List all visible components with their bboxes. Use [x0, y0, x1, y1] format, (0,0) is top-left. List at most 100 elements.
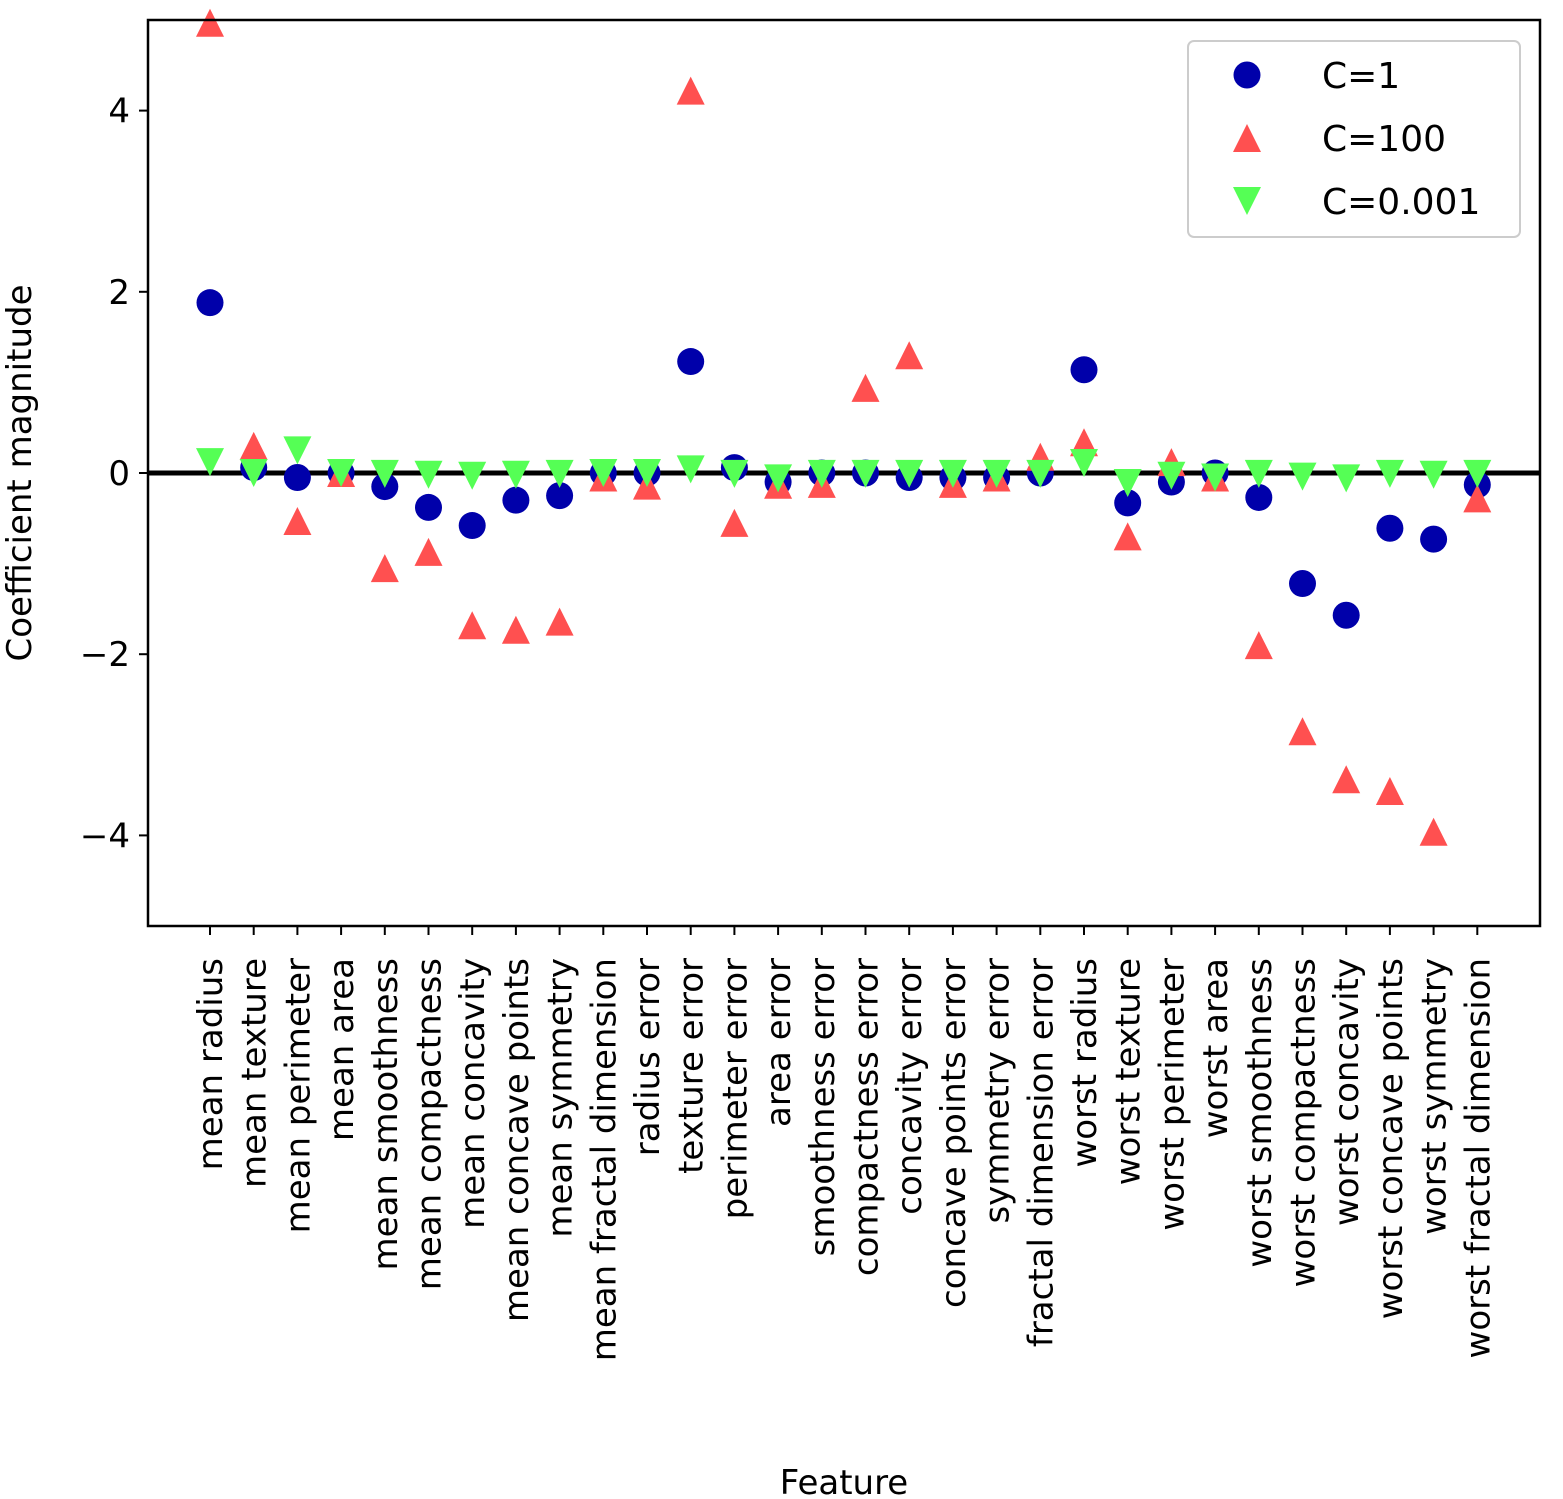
data-point — [1245, 483, 1273, 511]
data-point — [851, 373, 880, 402]
data-point — [1332, 765, 1361, 794]
data-point — [196, 448, 224, 477]
legend-marker — [1233, 124, 1261, 152]
data-point — [1157, 461, 1186, 490]
data-point — [1113, 468, 1142, 497]
data-point — [676, 455, 705, 484]
data-point — [1463, 459, 1492, 488]
x-tick-label: worst symmetry — [1415, 958, 1455, 1235]
x-tick-label: symmetry error — [978, 958, 1018, 1224]
data-marks — [196, 8, 1492, 846]
x-axis-title: Feature — [780, 1463, 908, 1499]
data-point — [1113, 522, 1142, 551]
data-point — [501, 460, 530, 489]
data-point — [807, 459, 836, 488]
series-C=0.001 — [196, 436, 1492, 497]
x-tick-label: mean radius — [191, 958, 231, 1170]
data-point — [982, 459, 1011, 488]
data-point — [1289, 570, 1316, 598]
data-point — [720, 508, 749, 537]
x-tick-label: mean perimeter — [278, 958, 318, 1233]
data-point — [764, 464, 793, 493]
data-point — [633, 459, 661, 487]
data-point — [1244, 631, 1273, 660]
data-point — [545, 607, 574, 636]
data-point — [370, 554, 399, 583]
x-tick-label: compactness error — [847, 958, 887, 1276]
data-point — [1332, 464, 1361, 493]
data-point — [895, 459, 924, 488]
legend-marker — [1233, 187, 1261, 215]
data-point — [1114, 489, 1142, 517]
legend-label: C=1 — [1322, 56, 1400, 97]
x-tick-label: fractal dimension error — [1021, 958, 1061, 1347]
x-tick-label: concave points error — [934, 958, 974, 1308]
x-tick-label: mean area — [322, 958, 362, 1141]
y-tick-label: 0 — [108, 454, 130, 494]
x-tick-label: worst area — [1196, 958, 1236, 1138]
y-tick-label: 4 — [108, 92, 130, 132]
data-point — [1070, 356, 1098, 384]
data-point — [676, 76, 705, 105]
data-point — [414, 537, 443, 566]
x-tick-label: mean smoothness — [366, 958, 406, 1270]
data-point — [677, 348, 705, 376]
data-point — [1376, 514, 1404, 542]
legend-label: C=100 — [1322, 119, 1446, 160]
data-point — [895, 341, 924, 370]
data-point — [370, 459, 399, 488]
data-point — [1244, 459, 1273, 488]
data-point — [283, 464, 311, 492]
legend-box — [1187, 40, 1521, 238]
x-tick-label: mean texture — [235, 958, 275, 1188]
legend-label: C=0.001 — [1322, 182, 1480, 223]
data-point — [1332, 601, 1360, 629]
data-point — [327, 459, 356, 487]
data-point — [458, 512, 486, 540]
x-tick-label: mean concavity — [453, 958, 493, 1229]
x-tick-label: smoothness error — [803, 958, 843, 1256]
x-tick-label: worst concavity — [1327, 958, 1367, 1226]
data-point — [1288, 717, 1317, 746]
x-tick-label: mean concave points — [497, 958, 537, 1322]
x-tick-label: worst texture — [1109, 958, 1149, 1185]
y-tick-label: −4 — [80, 816, 130, 856]
x-tick-label: texture error — [672, 958, 712, 1174]
data-point — [546, 482, 574, 510]
x-tick-label: worst radius — [1065, 958, 1105, 1168]
data-point — [458, 461, 487, 490]
x-tick-label: worst fractal dimension — [1458, 958, 1498, 1358]
data-point — [851, 459, 880, 488]
data-point — [1201, 463, 1230, 492]
x-axis: mean radius mean texture mean perimeter mea… — [191, 926, 1498, 1361]
data-point — [239, 459, 268, 487]
data-point — [1288, 462, 1317, 491]
x-tick-label: radius error — [628, 958, 668, 1156]
x-tick-label: worst concave points — [1371, 958, 1411, 1319]
data-point — [1419, 817, 1448, 846]
x-tick-label: mean fractal dimension — [584, 958, 624, 1361]
x-tick-label: worst smoothness — [1240, 958, 1280, 1268]
legend-marker — [1233, 61, 1261, 89]
x-tick-label: mean compactness — [410, 958, 450, 1290]
data-point — [1375, 777, 1404, 806]
data-point — [501, 615, 530, 644]
data-point — [239, 431, 268, 460]
data-point — [1070, 449, 1098, 478]
x-tick-label: worst perimeter — [1152, 958, 1192, 1231]
data-point — [1420, 525, 1448, 553]
data-point — [1419, 460, 1448, 489]
y-axis: 4 2 0 −2 −4 — [80, 92, 148, 856]
data-point — [283, 507, 312, 536]
data-point — [1375, 459, 1404, 488]
y-tick-label: 2 — [108, 273, 130, 313]
data-point — [545, 459, 574, 488]
data-point — [283, 436, 312, 465]
data-point — [196, 289, 224, 317]
data-point — [415, 493, 442, 521]
data-point — [1463, 484, 1492, 513]
data-point — [589, 459, 618, 487]
data-point — [414, 460, 443, 489]
x-tick-label: perimeter error — [715, 958, 755, 1219]
